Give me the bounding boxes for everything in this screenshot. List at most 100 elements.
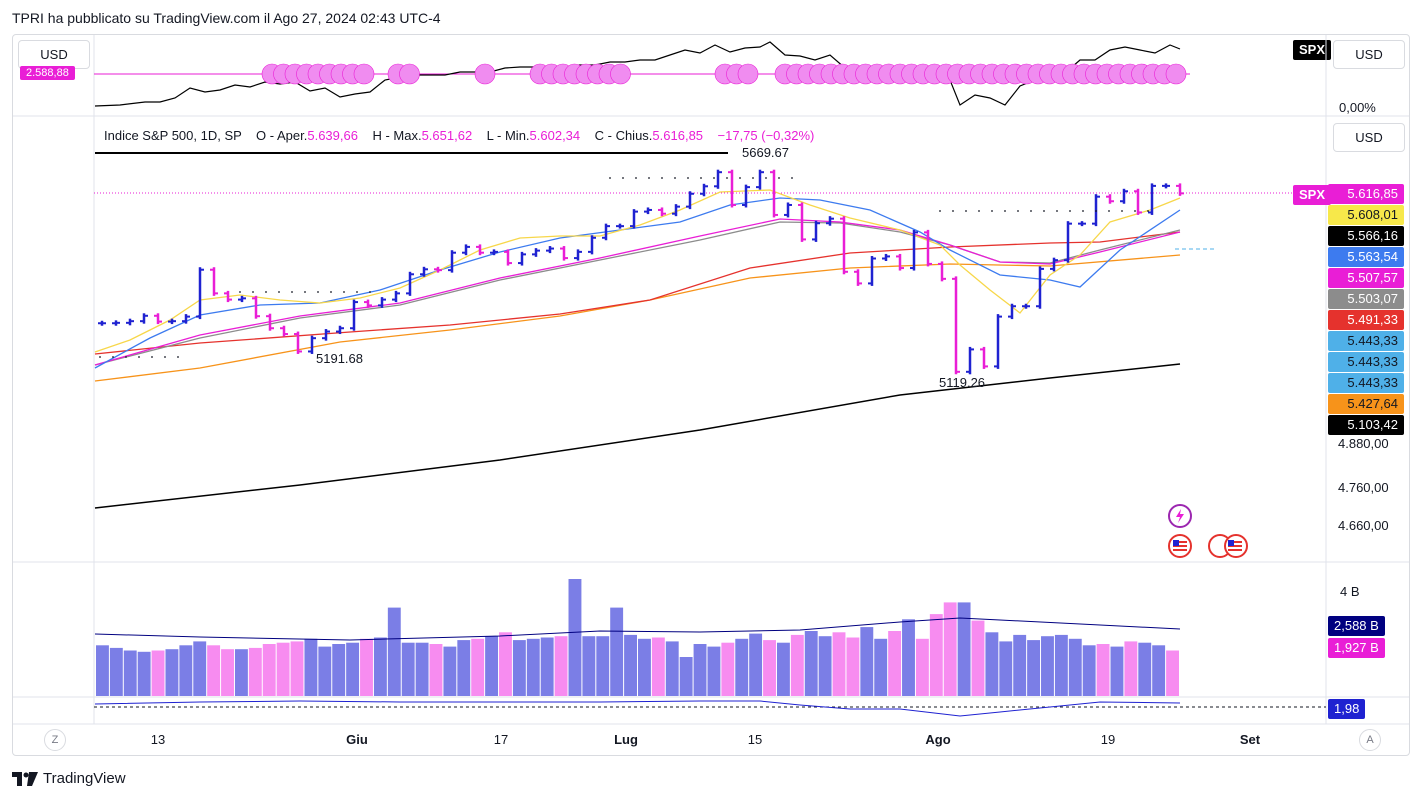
volume-bar: [693, 644, 707, 696]
signal-dot: [752, 177, 754, 179]
signal-dot: [939, 210, 941, 212]
volume-bar: [707, 646, 721, 696]
ohlc-bar: [420, 266, 428, 277]
ohlc-bar: [560, 246, 568, 261]
volume-bar: [582, 636, 596, 696]
volume-bar: [749, 633, 763, 696]
top-pane-value-label: 0,00%: [1339, 100, 1376, 115]
signal-dot: [278, 291, 280, 293]
ohlc-bar: [602, 223, 610, 241]
time-axis-label: 19: [1100, 732, 1116, 747]
ohlc-bar: [224, 290, 232, 303]
volume-axis-label: 4 B: [1340, 584, 1360, 599]
main-symbol-badge: SPX: [1293, 185, 1332, 205]
ohlc-bar: [448, 250, 456, 273]
volume-ma-badge: 2,588 B: [1328, 616, 1385, 636]
ema-grey-line: [94, 221, 1181, 366]
ohlc-bar: [140, 313, 148, 324]
signal-dot: [356, 291, 358, 293]
signal-dot: [622, 177, 624, 179]
us-flag-event-icon[interactable]: [1166, 532, 1194, 560]
time-axis-label: Lug: [614, 732, 638, 747]
signal-dot: [252, 291, 254, 293]
ema-yellow-line: [94, 189, 1181, 353]
volume-bar: [915, 638, 929, 696]
signal-dot: [1056, 210, 1058, 212]
main-currency-button[interactable]: USD: [1333, 123, 1405, 152]
signal-dot: [369, 291, 371, 293]
top-currency-right-button[interactable]: USD: [1333, 40, 1405, 69]
volume-bar: [929, 614, 943, 696]
volume-bar: [902, 619, 915, 696]
signal-dot: [304, 291, 306, 293]
volume-ma-line: [94, 617, 1181, 641]
ohlc-bar: [476, 244, 484, 256]
volume-bars: [96, 579, 1179, 696]
price-badge: 5.507,57: [1328, 268, 1404, 288]
ohlc-bar: [1176, 183, 1184, 196]
signal-dot: [317, 291, 319, 293]
auto-scale-button[interactable]: A: [1359, 729, 1381, 751]
lightning-icon[interactable]: [1166, 502, 1194, 530]
signal-circle: [474, 63, 496, 85]
legend-low-label: L - Min.: [486, 128, 530, 143]
volume-bar: [165, 649, 179, 696]
time-axis-label: Ago: [925, 732, 951, 747]
volume-bar: [318, 646, 332, 696]
signal-dot: [1004, 210, 1006, 212]
tradingview-logo[interactable]: TradingView: [12, 770, 126, 787]
top-currency-left-button[interactable]: USD: [18, 40, 90, 69]
volume-bar: [888, 631, 902, 696]
volume-bar: [665, 641, 679, 696]
volume-bar: [1166, 650, 1179, 696]
zoom-button[interactable]: Z: [44, 729, 66, 751]
ohlc-bars: [98, 169, 1184, 375]
signal-dot: [99, 356, 101, 358]
signal-dot: [648, 177, 650, 179]
low1-annotation: 5191.68: [316, 351, 363, 366]
ohlc-bar: [294, 331, 302, 354]
ohlc-bar: [798, 202, 806, 242]
ohlc-bar: [588, 235, 596, 255]
legend-high-label: H - Max.: [372, 128, 422, 143]
ohlc-bar: [630, 209, 638, 229]
legend-open-label: O - Aper.: [256, 128, 308, 143]
ohlc-bar: [112, 320, 120, 326]
ohlc-bar: [1148, 183, 1156, 215]
chart-frame: [12, 34, 1410, 756]
signal-dot: [739, 177, 741, 179]
volume-bar: [332, 644, 346, 696]
volume-bar: [443, 646, 457, 696]
time-axis-label: 15: [747, 732, 763, 747]
volume-bar: [1082, 645, 1096, 696]
axis-tick: 4.660,00: [1338, 518, 1389, 533]
ohlc-bar: [364, 299, 372, 308]
signal-dot: [1095, 210, 1097, 212]
ohlc-bar: [378, 297, 386, 308]
signal-dot: [1082, 210, 1084, 212]
volume-bar: [596, 636, 610, 696]
ohlc-bar: [616, 223, 624, 229]
signal-dot: [713, 177, 715, 179]
volume-bar: [526, 638, 540, 696]
volume-bar: [651, 637, 665, 696]
ohlc-bar: [504, 249, 512, 266]
ohlc-bar: [252, 295, 260, 319]
volume-bar: [832, 632, 846, 696]
ema-100-line: [94, 254, 1181, 382]
us-flag-events-icon[interactable]: [1206, 532, 1252, 560]
legend-close-value: 5.616,85: [652, 128, 704, 143]
ohlc-bar: [658, 207, 666, 217]
volume-bar: [568, 579, 582, 696]
signal-circle: [399, 63, 420, 85]
signal-dot: [125, 356, 127, 358]
volume-bar: [1068, 638, 1082, 696]
volume-bar: [360, 638, 373, 696]
ohlc-bar: [1106, 194, 1114, 204]
volume-bar: [290, 641, 304, 696]
ohlc-bar: [840, 216, 848, 275]
ohlc-bar: [182, 314, 190, 324]
signal-dot: [952, 210, 954, 212]
volume-bar: [221, 649, 234, 696]
